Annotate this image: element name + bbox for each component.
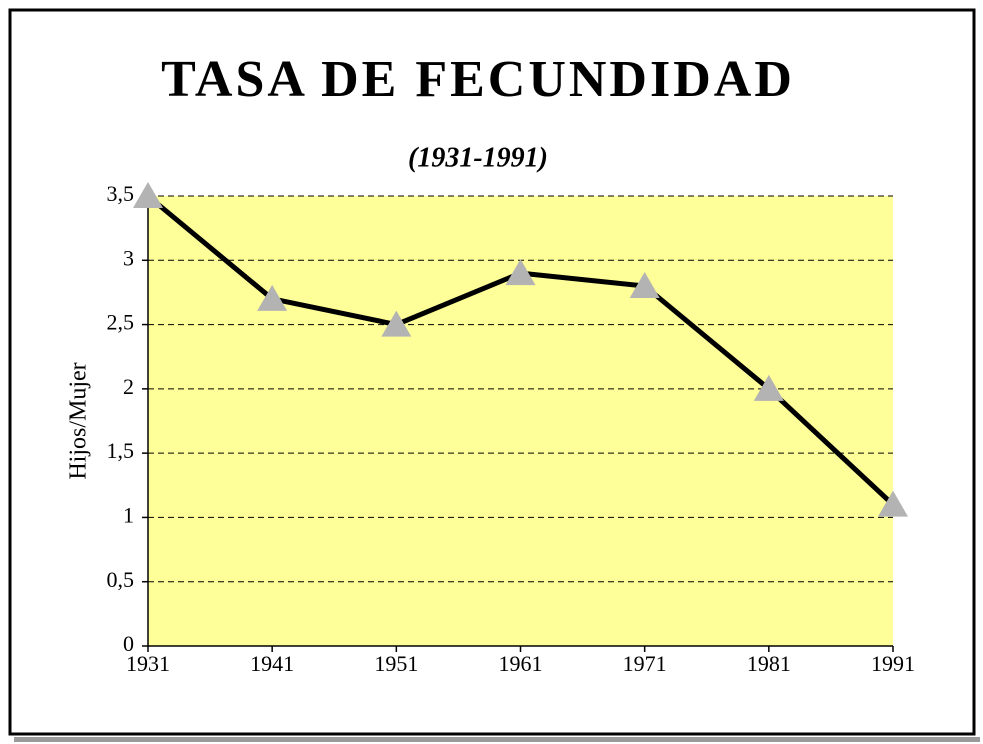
- y-tick-label: 0: [123, 631, 134, 656]
- y-tick-label: 2: [123, 374, 134, 399]
- x-tick-label: 1981: [747, 651, 791, 676]
- x-tick-label: 1941: [250, 651, 294, 676]
- chart-subtitle: (1931-1991): [408, 142, 548, 173]
- y-axis-label: Hijos/Mujer: [66, 362, 92, 479]
- data-marker: [381, 310, 412, 337]
- data-marker: [753, 374, 784, 401]
- y-tick-label: 3,5: [107, 181, 135, 206]
- frame-shadow: [14, 737, 980, 742]
- y-tick-label: 3: [123, 245, 134, 270]
- data-marker: [505, 259, 536, 286]
- x-tick-label: 1991: [871, 651, 915, 676]
- data-marker: [629, 272, 660, 298]
- y-tick-label: 1: [123, 502, 134, 527]
- chart-title: TASA DE FECUNDIDAD: [161, 51, 795, 108]
- x-tick-label: 1951: [374, 651, 418, 676]
- data-marker: [133, 182, 163, 208]
- x-tick-label: 1931: [126, 651, 170, 676]
- data-marker: [257, 284, 288, 311]
- x-tick-label: 1961: [499, 651, 543, 676]
- data-marker: [878, 490, 908, 517]
- y-tick-label: 0,5: [107, 567, 135, 592]
- y-tick-label: 1,5: [107, 438, 135, 463]
- y-tick-label: 2,5: [107, 310, 135, 335]
- x-tick-label: 1971: [623, 651, 667, 676]
